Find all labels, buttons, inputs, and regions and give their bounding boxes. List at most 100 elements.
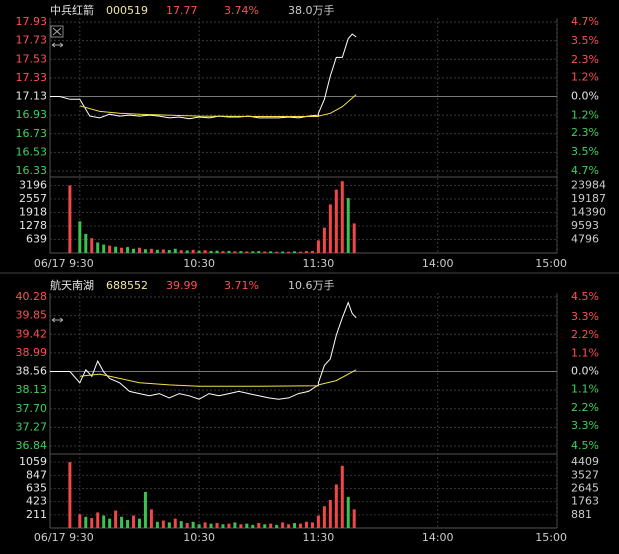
volume-bar <box>251 251 255 253</box>
volume-bar <box>126 247 130 253</box>
price-line <box>50 33 357 120</box>
volume-tick-label: 211 <box>26 508 47 521</box>
header-code: 688552 <box>106 279 148 292</box>
volume-bar <box>96 512 100 528</box>
volume-bar <box>126 519 130 528</box>
volume-bar <box>203 522 207 528</box>
volume-bar <box>114 510 118 528</box>
volume-y2-tick-label: 4409 <box>571 455 599 468</box>
volume-tick-label: 1059 <box>19 455 47 468</box>
volume-bar <box>161 520 165 528</box>
x-tick-label: 15:00 <box>535 531 567 544</box>
volume-bar <box>293 523 297 528</box>
y2-tick-label: 2.3% <box>571 53 599 66</box>
volume-bar <box>197 524 201 528</box>
volume-bar <box>340 181 344 253</box>
volume-bar <box>185 250 189 253</box>
volume-bar <box>245 523 249 528</box>
volume-bar <box>197 250 201 253</box>
y-tick-label: 38.99 <box>16 346 48 359</box>
volume-bar <box>346 198 350 253</box>
volume-bar <box>114 246 118 253</box>
volume-bar <box>304 251 308 253</box>
volume-bar <box>221 524 225 528</box>
volume-bar <box>221 251 225 253</box>
header-change: 3.74% <box>224 4 259 17</box>
volume-tick-label: 1278 <box>19 219 47 232</box>
volume-bar <box>185 523 189 528</box>
volume-bar <box>137 247 141 253</box>
volume-bar <box>299 523 303 528</box>
volume-bar <box>275 524 279 528</box>
header-name: 中兵红箭 <box>50 3 94 17</box>
zoom-icon[interactable] <box>51 317 64 323</box>
volume-bar <box>96 242 100 253</box>
volume-bar <box>322 506 326 528</box>
x-tick-label: 11:30 <box>303 257 335 270</box>
x-tick-label: 14:00 <box>422 531 454 544</box>
y-tick-label: 16.33 <box>16 164 48 177</box>
y-tick-label: 17.53 <box>16 52 48 65</box>
volume-bar <box>120 247 124 253</box>
y-tick-label: 39.85 <box>16 309 48 322</box>
volume-bar <box>304 521 308 528</box>
x-tick-label: 10:30 <box>183 531 215 544</box>
volume-tick-label: 1918 <box>19 205 47 218</box>
volume-y2-tick-label: 881 <box>571 508 592 521</box>
y2-tick-label: 1.2% <box>571 109 599 122</box>
average-line <box>79 369 357 387</box>
volume-y2-tick-label: 4796 <box>571 233 599 246</box>
header-change: 3.71% <box>224 279 259 292</box>
y-tick-label: 40.28 <box>16 290 48 303</box>
volume-y2-tick-label: 9593 <box>571 219 599 232</box>
volume-bar <box>245 251 249 253</box>
y2-tick-label: 0.0% <box>571 365 599 378</box>
volume-bar <box>68 462 72 528</box>
volume-bar <box>275 251 279 253</box>
volume-bar <box>149 248 153 253</box>
volume-tick-label: 847 <box>26 468 47 481</box>
volume-bar <box>90 238 94 253</box>
volume-bar <box>215 523 219 528</box>
zoom-icon[interactable] <box>51 42 64 48</box>
volume-bar <box>155 521 159 528</box>
volume-bar <box>191 249 195 253</box>
volume-bar <box>84 233 88 253</box>
y-tick-label: 39.42 <box>16 327 48 340</box>
y2-tick-label: 4.5% <box>571 439 599 452</box>
y2-tick-label: 4.5% <box>571 290 599 303</box>
volume-bar <box>328 500 332 528</box>
volume-y2-tick-label: 1763 <box>571 495 599 508</box>
volume-bar <box>263 251 267 253</box>
volume-bar <box>316 515 320 528</box>
y-tick-label: 17.73 <box>16 34 48 47</box>
volume-bar <box>287 251 291 253</box>
y-tick-label: 17.13 <box>16 90 48 103</box>
volume-tick-label: 3196 <box>19 178 47 191</box>
y-tick-label: 17.93 <box>16 15 48 28</box>
volume-bar <box>68 185 72 253</box>
y2-tick-label: 4.7% <box>571 164 599 177</box>
volume-bar <box>257 523 261 528</box>
volume-bar <box>299 251 303 253</box>
volume-tick-label: 635 <box>26 482 47 495</box>
volume-bar <box>346 496 350 528</box>
x-tick-label: 06/17 9:30 <box>34 257 94 270</box>
close-icon[interactable] <box>50 25 64 38</box>
y2-tick-label: 3.5% <box>571 34 599 47</box>
header-price: 39.99 <box>166 279 198 292</box>
volume-bar <box>269 251 273 253</box>
volume-bar <box>149 509 153 528</box>
header-code: 000519 <box>106 4 148 17</box>
volume-bar <box>173 248 177 253</box>
volume-bar <box>281 522 285 528</box>
y-tick-label: 17.33 <box>16 71 48 84</box>
y2-tick-label: 2.2% <box>571 401 599 414</box>
volume-bar <box>132 515 136 528</box>
volume-bar <box>233 522 237 528</box>
volume-bar <box>227 523 231 528</box>
y2-tick-label: 1.1% <box>571 346 599 359</box>
volume-bar <box>108 245 112 253</box>
